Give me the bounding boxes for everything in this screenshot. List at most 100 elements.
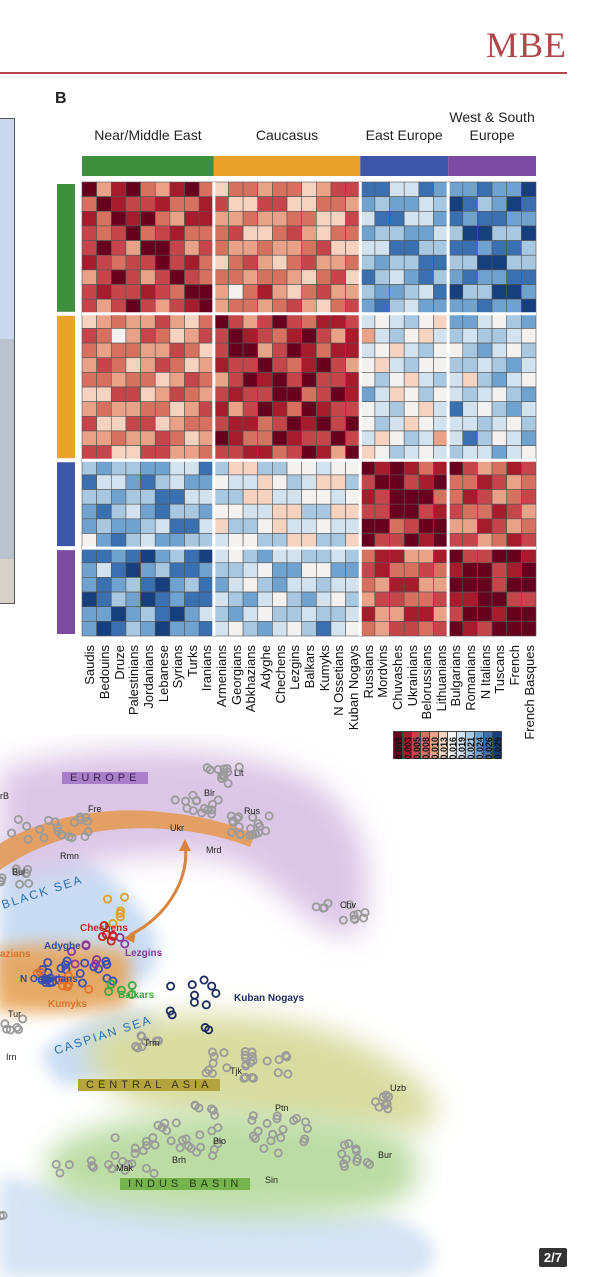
heatmap-cell [140,445,156,461]
heatmap-cell [257,621,273,637]
heatmap-cell [184,459,200,476]
heatmap-cell [228,225,244,241]
heatmap-cell [228,606,244,622]
sample-point [157,1123,167,1133]
heatmap-cell [272,416,288,432]
heatmap-cell [389,225,405,241]
heatmap-cell [198,577,215,593]
sample-point [247,1052,257,1062]
page-indicator[interactable]: 2/7 [538,1248,567,1267]
heatmap-cell [374,562,390,578]
heatmap-cell [359,503,376,520]
site-label: Rus [244,806,261,816]
fst-heatmap: Near/Middle East Caucasus East Europe West … [81,110,537,637]
heatmap-cell [330,284,346,300]
heatmap-cell [110,562,127,578]
sample-point [201,1068,211,1078]
heatmap-cell [506,254,522,271]
heatmap-cell [286,518,302,534]
heatmap-cell [374,577,390,593]
heatmap-cell [345,254,361,271]
heatmap-cell [491,518,508,534]
heatmap-cell [154,591,171,608]
heatmap-cell [403,328,420,344]
heatmap-cell [389,416,405,432]
heatmap-cell [491,386,508,402]
heatmap-cell [286,357,302,373]
sample-point [248,812,258,822]
heatmap-cell [477,240,493,256]
heatmap-cell [228,342,244,359]
heatmap-cell [477,210,493,227]
sample-point [177,1135,187,1145]
heatmap-cell [330,503,346,520]
heatmap-cell [389,357,405,373]
heatmap-cell [169,181,185,197]
heatmap-cell [140,298,156,315]
heatmap-cell [491,269,508,285]
sample-point [115,912,125,922]
heatmap-cell [418,489,434,505]
heatmap-cell [359,591,376,608]
site-label: Uzb [390,1083,407,1093]
heatmap-cell [447,489,464,505]
heatmap-cell [96,445,112,461]
heatmap-cell [81,210,97,227]
heatmap-cell [345,240,361,256]
heatmap-cell [286,372,302,388]
heatmap-cell [330,533,346,549]
sample-point [18,1014,28,1024]
heatmap-cell [184,313,200,329]
heatmap-cell [359,518,376,534]
heatmap-cell [374,445,390,461]
heatmap-cell [506,342,522,359]
heatmap-cell [228,591,244,608]
heatmap-cell [286,196,302,212]
heatmap-cell [389,386,405,402]
heatmap-cell [433,210,449,227]
heatmap-cell [257,577,273,593]
sample-point [213,764,223,774]
heatmap-cell [257,430,273,446]
heatmap-cell [374,386,390,402]
heatmap-cell [447,284,464,300]
heatmap-cell [184,621,200,637]
heatmap-cell [140,518,156,534]
heatmap-cell [316,562,332,578]
heatmap-cell [140,386,156,402]
heatmap-cell [301,386,317,402]
heatmap-cell [418,621,434,637]
heatmap-cell [447,181,464,197]
heatmap-cell [389,562,405,578]
heatmap-cell [198,489,215,505]
heatmap-cell [403,621,420,637]
heatmap-cell [81,357,97,373]
heatmap-cell [345,181,361,197]
heatmap-cell [389,269,405,285]
heatmap-cell [433,474,449,490]
heatmap-cell [521,533,537,549]
heatmap-cell [110,313,127,329]
heatmap-cell [272,386,288,402]
heatmap-cell [81,489,97,505]
heatmap-cell [125,503,141,520]
heatmap-cell [169,430,185,446]
heatmap-cell [169,401,185,417]
heatmap-cell [389,533,405,549]
heatmap-cell [506,430,522,446]
heatmap-cell [345,284,361,300]
heatmap-cell [125,547,141,564]
heatmap-cell [184,269,200,285]
heatmap-cell [330,518,346,534]
heatmap-cell [198,606,215,622]
heatmap-cell [477,357,493,373]
heatmap-cell [286,503,302,520]
heatmap-cell [242,401,259,417]
sample-point [217,773,227,783]
heatmap-cell [110,328,127,344]
heatmap-cell [110,416,127,432]
region-label-indus-basin: INDUS BASIN [120,1178,251,1190]
heatmap-cell [96,210,112,227]
heatmap-cell [154,386,171,402]
sample-point [199,803,209,813]
